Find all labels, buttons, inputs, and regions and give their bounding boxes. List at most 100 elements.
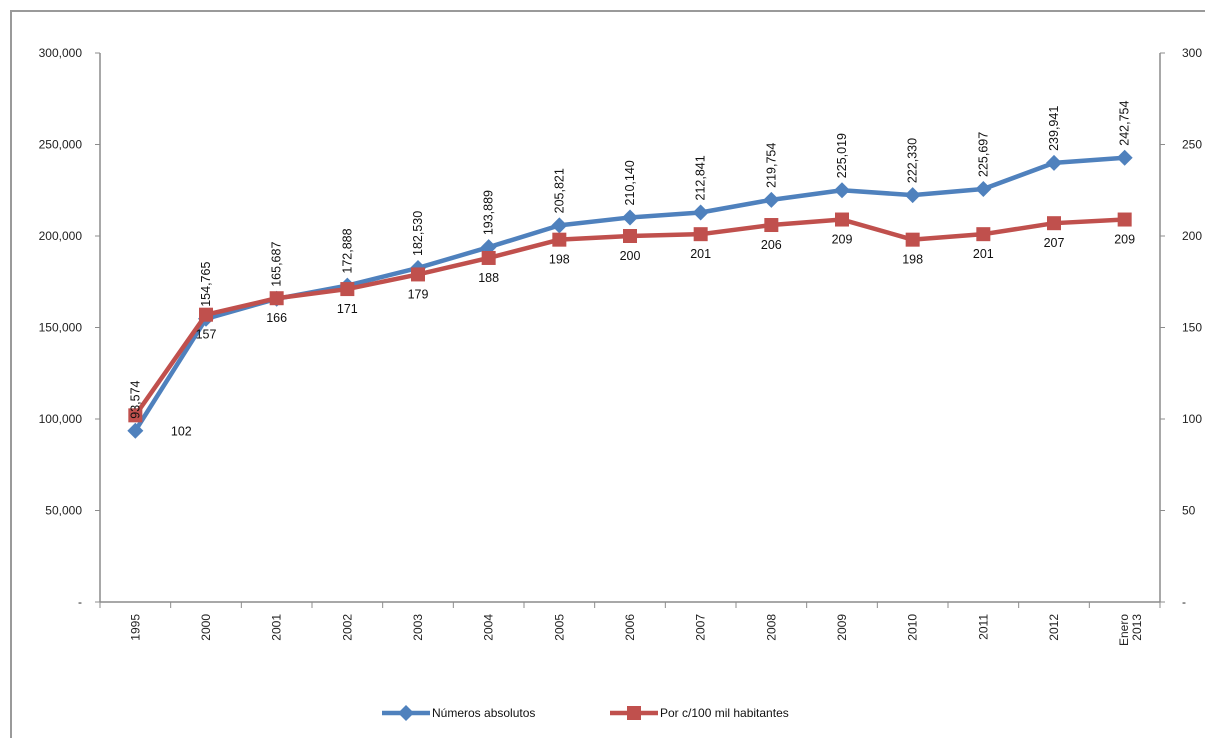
square-point — [1117, 212, 1132, 227]
data-label-por-100-mil: 179 — [408, 287, 429, 301]
data-labels: 93,574 154,765 165,687 172,888 182,530 193,88… — [128, 101, 1135, 439]
square-point — [552, 232, 567, 247]
diamond-point — [398, 705, 414, 721]
left-tick-label: 250,000 — [39, 138, 83, 152]
right-tick-label: 50 — [1182, 504, 1196, 518]
x-tick-label: 2004 — [482, 614, 496, 641]
legend-item-2: Por c/100 mil habitantes — [610, 706, 789, 720]
data-label-absolutos: 225,019 — [835, 133, 849, 178]
data-label-por-100-mil: 171 — [337, 302, 358, 316]
x-tick-label: 2008 — [764, 614, 778, 641]
square-point — [1047, 216, 1061, 231]
legend-label: Por c/100 mil habitantes — [660, 706, 789, 720]
diamond-point — [1116, 149, 1133, 166]
square-point — [481, 250, 496, 265]
data-label-por-100-mil: 209 — [832, 233, 853, 247]
data-label-absolutos: 193,889 — [482, 190, 496, 235]
x-tick-label: 2003 — [411, 614, 425, 641]
data-label-absolutos: 225,697 — [976, 132, 990, 177]
data-label-absolutos: 212,841 — [694, 155, 708, 200]
series-2 — [128, 212, 1132, 423]
x-tick-label: 2010 — [906, 614, 920, 641]
data-label-por-100-mil: 102 — [171, 424, 192, 438]
data-label-por-100-mil: 198 — [902, 253, 923, 267]
data-label-por-100-mil: 201 — [973, 247, 994, 261]
square-point — [835, 212, 849, 227]
x-tick-label: 1995 — [128, 614, 142, 641]
square-point — [128, 408, 143, 423]
x-tick-label: 2006 — [623, 614, 637, 641]
left-tick-label: 50,000 — [45, 504, 82, 518]
square-point — [199, 307, 213, 322]
x-tick-label: 2011 — [976, 614, 990, 640]
data-label-por-100-mil: 198 — [549, 253, 570, 267]
data-label-por-100-mil: 209 — [1114, 233, 1135, 247]
data-label-por-100-mil: 166 — [266, 311, 287, 325]
data-label-absolutos: 182,530 — [411, 211, 425, 256]
x-axis-ticks: 1995 2000 2001 2002 2003 2004 2005 2006 2007 2008… — [99, 602, 1161, 646]
legend-item-1: Números absolutos — [382, 705, 535, 721]
diamond-point — [834, 182, 850, 199]
x-tick-label: 2005 — [552, 614, 566, 641]
data-label-absolutos: 154,765 — [199, 262, 213, 307]
right-tick-label: 100 — [1182, 412, 1202, 426]
square-point — [627, 706, 641, 720]
diamond-point — [1046, 154, 1062, 171]
x-tick-label: Enero2013 — [1117, 614, 1144, 646]
x-tick-label: 2009 — [835, 614, 849, 641]
diamond-point — [904, 187, 921, 204]
diamond-point — [622, 209, 638, 226]
x-tick-label: 2012 — [1047, 614, 1061, 641]
diamond-point — [975, 180, 992, 197]
square-point — [269, 291, 284, 306]
data-label-por-100-mil: 188 — [478, 271, 499, 285]
data-label-absolutos: 172,888 — [340, 228, 354, 273]
square-point — [340, 282, 355, 297]
left-tick-label: - — [78, 595, 82, 609]
square-point — [623, 229, 637, 243]
data-label-absolutos: 219,754 — [764, 143, 778, 188]
series-layer — [127, 149, 1133, 439]
left-axis-ticks: - 50,000 100,000 150,000 200,000 250,000 300,0… — [39, 46, 100, 609]
diamond-point — [127, 422, 144, 439]
x-tick-label: 2002 — [340, 614, 354, 641]
right-tick-label: 300 — [1182, 46, 1202, 60]
data-label-absolutos: 210,140 — [623, 160, 637, 205]
x-tick-label-line: 2013 — [1130, 614, 1144, 641]
data-label-absolutos: 222,330 — [906, 138, 920, 183]
square-point — [905, 232, 920, 247]
right-tick-label: 150 — [1182, 321, 1202, 335]
legend: Números absolutos Por c/100 mil habitante… — [382, 705, 789, 721]
right-tick-label: - — [1182, 595, 1186, 609]
right-axis-ticks: - 50 100 150 200 250 300 — [1160, 46, 1202, 609]
left-tick-label: 200,000 — [39, 229, 83, 243]
data-label-por-100-mil: 201 — [690, 247, 711, 261]
square-point — [976, 227, 991, 242]
data-label-absolutos: 165,687 — [270, 242, 284, 287]
left-tick-label: 300,000 — [39, 46, 83, 60]
x-tick-label: 2007 — [694, 614, 708, 641]
legend-label: Números absolutos — [432, 706, 535, 720]
square-point — [411, 267, 425, 282]
data-label-por-100-mil: 157 — [196, 328, 217, 342]
data-label-por-100-mil: 206 — [761, 238, 782, 252]
x-tick-label: 2000 — [199, 614, 213, 641]
x-tick-label: 2001 — [270, 614, 284, 641]
square-point — [693, 227, 708, 242]
left-tick-label: 150,000 — [39, 321, 83, 335]
diamond-point — [692, 204, 709, 221]
diamond-point — [551, 217, 568, 234]
left-tick-label: 100,000 — [39, 412, 83, 426]
data-label-absolutos: 239,941 — [1047, 106, 1061, 151]
data-label-absolutos: 205,821 — [552, 168, 566, 213]
data-label-absolutos: 93,574 — [128, 380, 142, 418]
right-tick-label: 200 — [1182, 229, 1202, 243]
data-label-por-100-mil: 207 — [1044, 236, 1065, 250]
x-tick-label-line: Enero — [1117, 614, 1131, 646]
diamond-point — [763, 191, 780, 208]
data-label-absolutos: 242,754 — [1118, 101, 1132, 146]
right-tick-label: 250 — [1182, 138, 1202, 152]
data-label-por-100-mil: 200 — [620, 249, 641, 263]
axes — [99, 53, 1161, 603]
